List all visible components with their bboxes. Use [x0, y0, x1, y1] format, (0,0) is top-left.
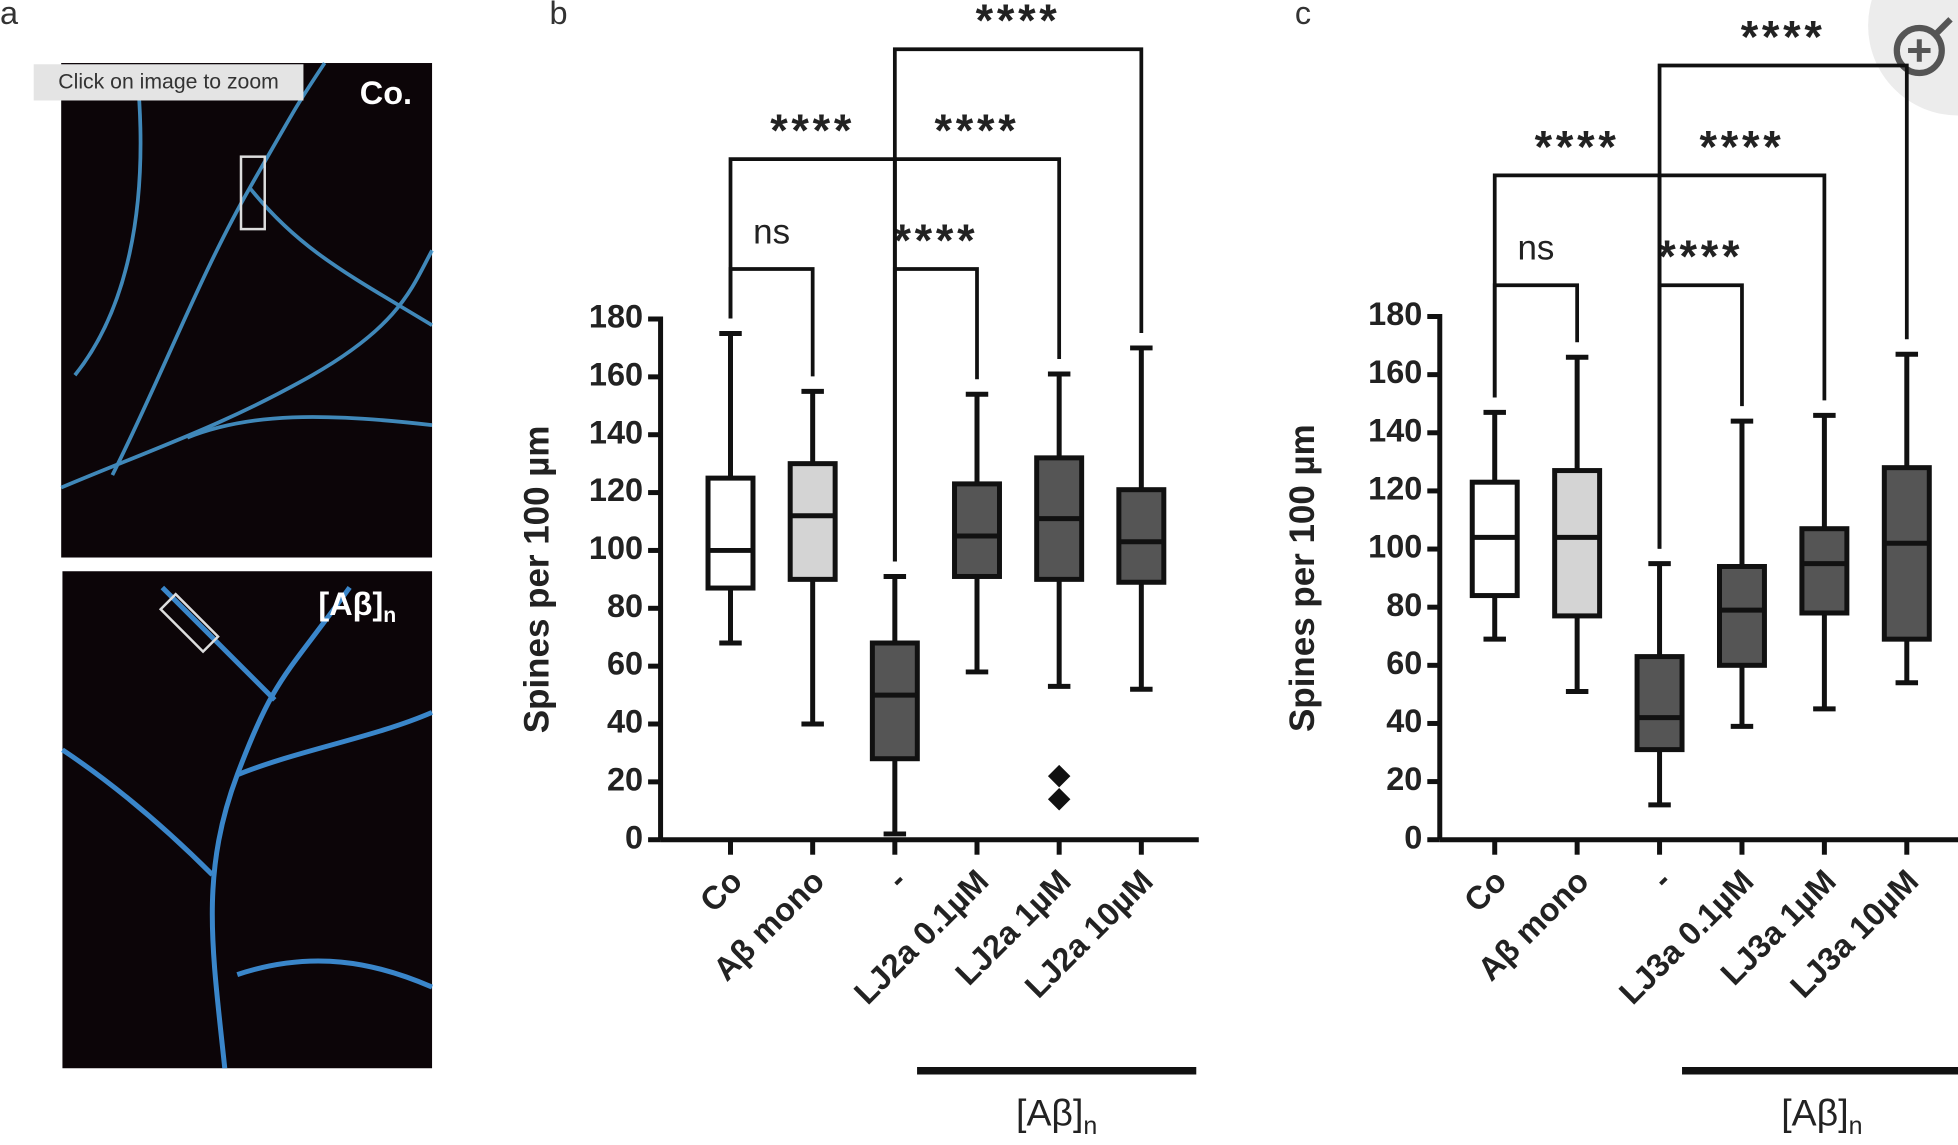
y-tick-label: 20	[607, 761, 643, 797]
y-tick-label: 40	[1386, 703, 1422, 739]
micrograph[interactable]	[60, 61, 434, 1069]
group-label: [Aβ]n	[1781, 1092, 1862, 1140]
group-label-sub: n	[1849, 1112, 1863, 1140]
significance-label: ns	[1517, 229, 1554, 268]
y-axis-label: Spines per 100 µm	[1283, 424, 1322, 732]
y-tick-label: 60	[1386, 645, 1422, 681]
box	[1552, 468, 1603, 619]
box	[1116, 487, 1167, 585]
y-tick-label: 100	[589, 530, 643, 566]
roi-box	[239, 155, 266, 231]
outlier	[1047, 764, 1071, 788]
image-label-sub: n	[383, 604, 396, 627]
image-label: [Aβ]n	[318, 586, 396, 627]
y-tick-label: 180	[1368, 296, 1422, 332]
significance-bracket	[1492, 283, 1580, 398]
significance-bracket	[892, 47, 1144, 562]
x-tick-label: -	[880, 863, 913, 896]
significance-bracket	[1657, 283, 1744, 549]
significance-label: ****	[1658, 231, 1743, 282]
x-tick-label: -	[1645, 863, 1678, 896]
outlier	[1047, 787, 1071, 811]
y-tick-label: 120	[589, 472, 643, 508]
group-label-sub: n	[1083, 1112, 1097, 1140]
group-label-text: [Aβ]	[1781, 1092, 1848, 1134]
panel-label: b	[549, 0, 567, 31]
y-tick-label: 100	[1368, 529, 1422, 565]
y-tick-label: 160	[589, 356, 643, 392]
zoom-hint-box	[33, 64, 304, 101]
y-tick-label: 120	[1368, 470, 1422, 506]
significance-label: ****	[976, 0, 1061, 46]
box	[787, 461, 838, 582]
significance-label: ****	[1741, 11, 1826, 62]
zoom-hint: Click on image to zoom	[58, 71, 279, 94]
significance-label: ns	[753, 212, 790, 251]
micrograph-bottom	[62, 571, 433, 1069]
image-label-text: [Aβ]	[318, 586, 383, 622]
box	[869, 640, 920, 762]
significance-label: ****	[1700, 121, 1785, 172]
box	[1716, 563, 1767, 668]
y-tick-label: 0	[1404, 819, 1422, 855]
box	[705, 475, 756, 591]
significance-label: ****	[770, 105, 855, 156]
micrograph-top	[61, 63, 433, 558]
group-label: [Aβ]n	[1016, 1092, 1097, 1140]
y-tick-label: 60	[607, 646, 643, 682]
box	[1634, 654, 1685, 753]
y-tick-label: 20	[1386, 761, 1422, 797]
y-tick-label: 0	[625, 819, 643, 855]
significance-label: ****	[935, 105, 1020, 156]
box	[1881, 465, 1932, 642]
y-tick-label: 80	[1386, 587, 1422, 623]
significance-bracket	[1657, 63, 1909, 549]
significance-label: ****	[1535, 121, 1620, 172]
image-label: Co.	[360, 75, 412, 111]
y-tick-label: 40	[607, 704, 643, 740]
y-tick-label: 180	[589, 299, 643, 335]
group-label-text: [Aβ]	[1016, 1092, 1083, 1134]
y-tick-label: 140	[589, 414, 643, 450]
y-axis-label: Spines per 100 µm	[518, 426, 557, 734]
y-tick-label: 160	[1368, 354, 1422, 390]
panel-label: c	[1295, 0, 1311, 31]
box	[952, 481, 1002, 579]
significance-bracket	[728, 267, 815, 377]
x-tick-label: Co	[1457, 863, 1513, 919]
roi-box	[158, 592, 220, 654]
y-tick-label: 80	[607, 588, 643, 624]
zoom-button[interactable]	[1868, 0, 1958, 116]
panel-label: a	[0, 0, 19, 31]
significance-label: ****	[893, 215, 978, 266]
y-tick-label: 140	[1368, 412, 1422, 448]
x-tick-label: Co	[693, 863, 749, 919]
box	[1799, 526, 1850, 616]
